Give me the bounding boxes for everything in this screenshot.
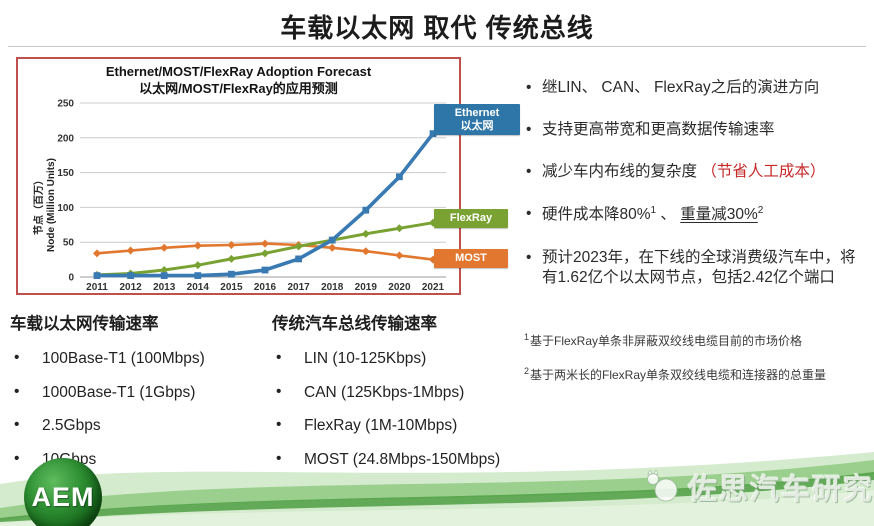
watermark-cat-icon	[647, 470, 678, 502]
svg-text:2018: 2018	[321, 282, 344, 293]
list-item: 2.5Gbps	[10, 416, 266, 436]
legend-ethernet-zh: 以太网	[460, 119, 494, 132]
bus-rates-heading: 传统汽车总线传输速率	[272, 315, 437, 333]
watermark-text: 佐思汽车研究	[688, 474, 874, 506]
svg-text:2020: 2020	[388, 282, 411, 293]
svg-text:2016: 2016	[254, 282, 277, 293]
y-axis-label: 节点（百万） Node (Million Units)	[34, 130, 64, 280]
title-divider	[8, 46, 866, 47]
bus-rates-section: 传统汽车总线传输速率 LIN (10-125Kbps) CAN (125Kbps…	[272, 310, 528, 484]
footnote-1-text: 基于FlexRay单条非屏蔽双绞线电缆目前的市场价格	[530, 334, 803, 348]
svg-text:250: 250	[57, 99, 74, 110]
footnote-ref-2: 2	[757, 205, 764, 217]
svg-text:0: 0	[68, 273, 74, 284]
footnote-1-marker: 1	[524, 332, 530, 342]
svg-text:2013: 2013	[153, 282, 176, 293]
svg-text:2021: 2021	[422, 282, 445, 293]
bullet-text: 硬件成本降80%	[542, 206, 651, 224]
list-item: 100Base-T1 (100Mbps)	[10, 349, 266, 369]
watermark: 佐思汽车研究	[642, 466, 874, 508]
chart-title-block: Ethernet/MOST/FlexRay Adoption Forecast …	[18, 59, 459, 98]
bullet-separator: 、	[656, 206, 681, 224]
svg-text:50: 50	[63, 238, 75, 249]
bullet-text: 减少车内布线的复杂度	[542, 163, 702, 181]
chart-title-en: Ethernet/MOST/FlexRay Adoption Forecast	[105, 64, 372, 79]
footnote-ref-1: 1	[650, 205, 657, 217]
key-points-list: 继LIN、 CAN、 FlexRay之后的演进方向 支持更高带宽和更高数据传输速…	[524, 78, 870, 310]
adoption-chart-svg: 0 50 100 150 200 250 2011 2012 2013 2014 2015 2016 2…	[57, 99, 446, 293]
legend-flexray: FlexRay	[434, 209, 508, 228]
svg-text:2012: 2012	[119, 282, 142, 293]
legend-most-label: MOST	[455, 252, 487, 264]
legend-ethernet-en: Ethernet	[454, 107, 500, 119]
list-item: 继LIN、 CAN、 FlexRay之后的演进方向	[524, 78, 870, 98]
aem-logo: AEM	[24, 458, 102, 526]
svg-text:2015: 2015	[220, 282, 243, 293]
svg-text:2014: 2014	[187, 282, 210, 293]
aem-logo-text: AEM	[31, 481, 95, 512]
list-item: 预计2023年，在下线的全球消费级汽车中，将有1.62亿个以太网节点，包括2.4…	[524, 248, 870, 288]
list-item: MOST (24.8Mbps-150Mbps)	[272, 450, 528, 470]
page-title: 车载以太网 取代 传统总线	[280, 13, 594, 43]
legend-most: MOST	[434, 249, 508, 268]
legend-flexray-label: FlexRay	[449, 212, 493, 224]
svg-text:2011: 2011	[86, 282, 108, 293]
list-item: 支持更高带宽和更高数据传输速率	[524, 120, 870, 140]
chart-title-zh: 以太网/MOST/FlexRay的应用预测	[139, 80, 338, 96]
list-item: 1000Base-T1 (1Gbps)	[10, 383, 266, 403]
cost-saving-highlight: （节省人工成本）	[701, 163, 826, 181]
ethernet-rates-heading: 车载以太网传输速率	[10, 315, 159, 333]
svg-text:100: 100	[57, 203, 74, 214]
adoption-forecast-chart-panel: Ethernet/MOST/FlexRay Adoption Forecast …	[16, 57, 520, 295]
list-item: CAN (125Kbps-1Mbps)	[272, 383, 528, 403]
list-item: FlexRay (1M-10Mbps)	[272, 416, 528, 436]
svg-text:2017: 2017	[287, 282, 310, 293]
svg-text:200: 200	[57, 133, 74, 144]
footnotes: 1基于FlexRay单条非屏蔽双绞线电缆目前的市场价格 2基于两米长的FlexR…	[524, 332, 870, 399]
svg-text:2019: 2019	[355, 282, 378, 293]
footnote-2-text: 基于两米长的FlexRay单条双绞线电缆和连接器的总重量	[530, 367, 827, 382]
list-item: LIN (10-125Kbps)	[272, 349, 528, 369]
footnote-2: 2基于两米长的FlexRay单条双绞线电缆和连接器的总重量	[524, 366, 870, 384]
ethernet-rates-section: 车载以太网传输速率 100Base-T1 (100Mbps) 1000Base-…	[10, 310, 266, 484]
legend-ethernet: Ethernet 以太网	[434, 104, 520, 136]
svg-text:150: 150	[57, 168, 74, 179]
footnote-2-marker: 2	[524, 365, 530, 376]
weight-reduction-text: 重量减30%	[680, 206, 758, 224]
y-axis-label-en: Node (Million Units)	[46, 158, 57, 252]
list-item: 硬件成本降80%1 、 重量减30%2	[524, 204, 870, 225]
y-axis-label-zh: 节点（百万）	[34, 175, 45, 235]
list-item: 减少车内布线的复杂度 （节省人工成本）	[524, 162, 870, 182]
footnote-1: 1基于FlexRay单条非屏蔽双绞线电缆目前的市场价格	[524, 332, 870, 350]
